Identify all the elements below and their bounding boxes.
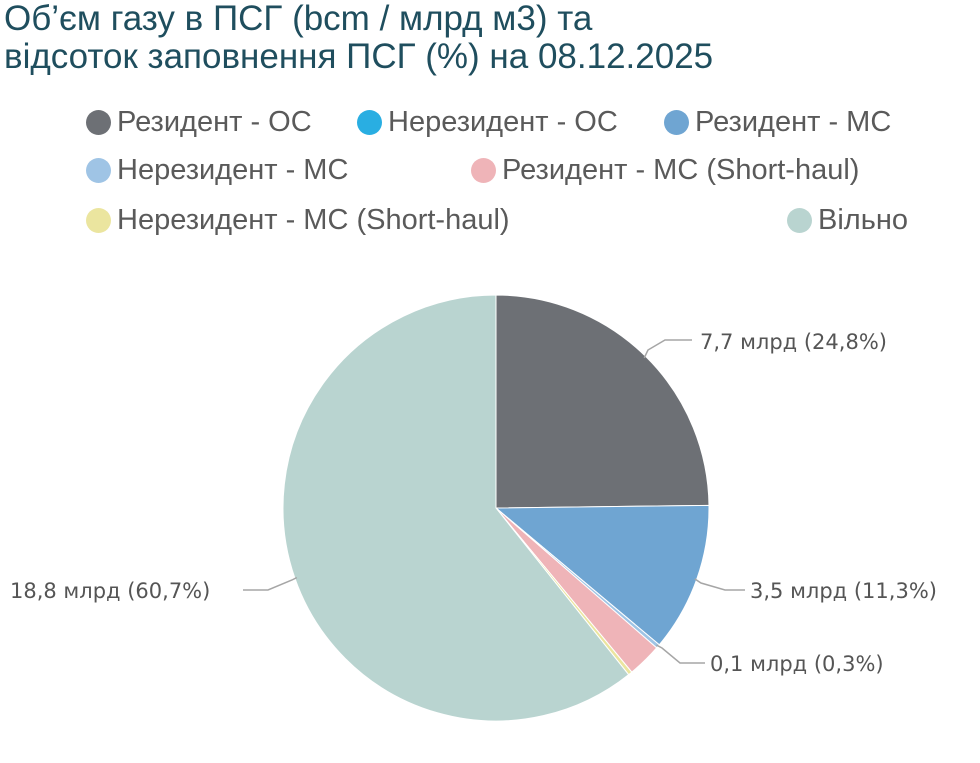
data-label-resident-ms: 3,5 млрд (11,3%) <box>750 579 937 603</box>
legend-item-resident-ms-short-haul: Резидент - МС (Short-haul) <box>471 154 859 187</box>
pie-data-labels: 7,7 млрд (24,8%) 3,5 млрд (11,3%) 0,1 мл… <box>10 330 937 676</box>
pie-leader-lines <box>243 339 745 664</box>
leader-line-resident-ms <box>694 578 745 591</box>
legend-item-nonresident-ms-short-haul: Нерезидент - МС (Short-haul) <box>86 204 510 237</box>
legend-swatch-resident-ms <box>664 110 689 135</box>
pie-slices <box>282 294 710 722</box>
data-label-nonresident-ms: 0,1 млрд (0,3%) <box>710 652 884 676</box>
data-label-free: 18,8 млрд (60,7%) <box>10 579 210 603</box>
legend-label-nonresident-ms-short-haul: Нерезидент - МС (Short-haul) <box>117 204 510 236</box>
legend-item-nonresident-os: Нерезидент - ОС <box>357 106 618 139</box>
chart-title: Об’єм газу в ПСГ (bcm / млрд м3) та відс… <box>4 0 964 76</box>
legend-item-resident-ms: Резидент - МС <box>664 106 891 139</box>
leader-line-free <box>243 576 298 591</box>
chart-title-line-1: Об’єм газу в ПСГ (bcm / млрд м3) та <box>4 0 593 38</box>
legend-swatch-free <box>787 208 812 233</box>
legend-swatch-nonresident-ms-short-haul <box>86 208 111 233</box>
chart-title-line-2: відсоток заповнення ПСГ (%) на 08.12.202… <box>4 37 714 76</box>
legend-label-nonresident-os: Нерезидент - ОС <box>388 106 618 138</box>
legend-label-free: Вільно <box>818 204 908 236</box>
pie-slice-resident-os <box>495 294 710 509</box>
legend-label-resident-ms-short-haul: Резидент - МС (Short-haul) <box>502 154 860 186</box>
leader-line-resident-os <box>643 339 692 359</box>
legend-swatch-resident-os <box>86 110 111 135</box>
legend-label-resident-os: Резидент - ОС <box>117 106 312 138</box>
legend-swatch-resident-ms-short-haul <box>471 158 496 183</box>
legend-label-nonresident-ms: Нерезидент - МС <box>117 154 349 186</box>
chart-legend: Резидент - ОС Нерезидент - ОС Резидент -… <box>0 96 980 256</box>
legend-item-resident-os: Резидент - ОС <box>86 106 312 139</box>
legend-item-nonresident-ms: Нерезидент - МС <box>86 154 348 187</box>
data-label-resident-os: 7,7 млрд (24,8%) <box>700 330 887 354</box>
legend-swatch-nonresident-os <box>357 110 382 135</box>
leader-line-nonresident-ms <box>656 644 705 664</box>
legend-label-resident-ms: Резидент - МС <box>695 106 892 138</box>
legend-item-free: Вільно <box>787 204 908 237</box>
legend-swatch-nonresident-ms <box>86 158 111 183</box>
